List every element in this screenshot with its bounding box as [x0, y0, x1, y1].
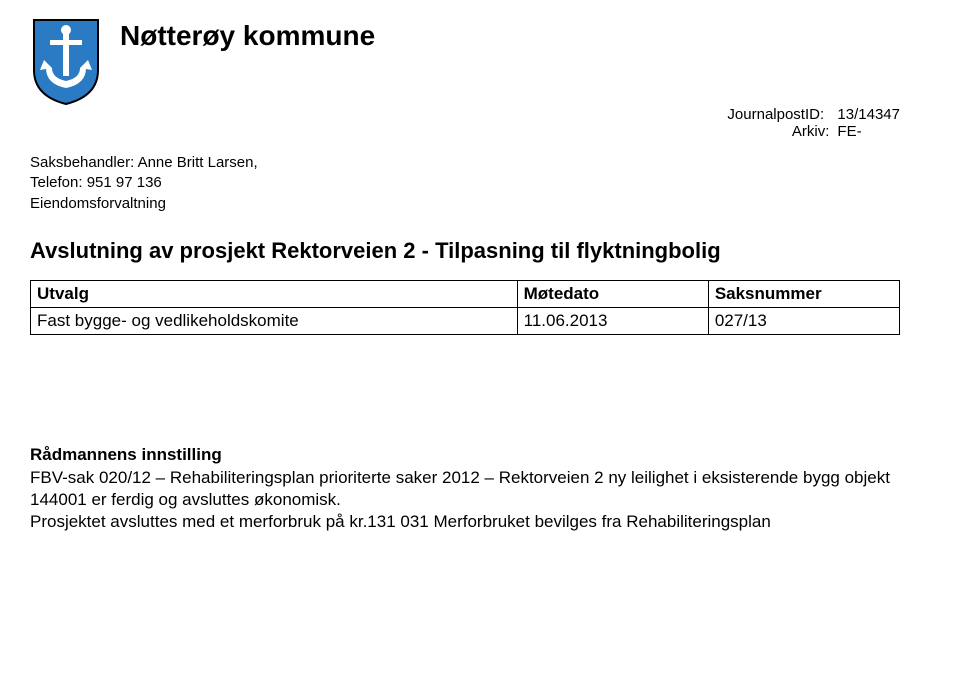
cell-motedato: 11.06.2013 — [517, 307, 708, 334]
cell-saksnummer: 027/13 — [708, 307, 899, 334]
municipality-title: Nøtterøy kommune — [120, 20, 375, 52]
col-header-utvalg: Utvalg — [31, 280, 518, 307]
case-title: Avslutning av prosjekt Rektorveien 2 - T… — [30, 238, 900, 264]
journalpost-label: JournalpostID: — [727, 106, 837, 123]
col-header-motedato: Møtedato — [517, 280, 708, 307]
document-header: Nøtterøy kommune — [30, 18, 900, 111]
municipality-crest-icon — [30, 18, 102, 111]
col-header-saksnummer: Saksnummer — [708, 280, 899, 307]
cell-utvalg: Fast bygge- og vedlikeholdskomite — [31, 307, 518, 334]
meeting-table: Utvalg Møtedato Saksnummer Fast bygge- o… — [30, 280, 900, 335]
case-handler-dept: Eiendomsforvaltning — [30, 194, 900, 214]
case-handler-block: Saksbehandler: Anne Britt Larsen, Telefo… — [30, 153, 900, 214]
arkiv-value: FE- — [837, 123, 861, 140]
case-handler-phone: Telefon: 951 97 136 — [30, 173, 900, 193]
recommendation-body: FBV-sak 020/12 – Rehabiliteringsplan pri… — [30, 467, 900, 533]
journalpost-value: 13/14347 — [837, 106, 900, 123]
table-row: Fast bygge- og vedlikeholdskomite 11.06.… — [31, 307, 900, 334]
document-metadata: JournalpostID: 13/14347 Arkiv: FE- — [727, 106, 900, 140]
case-handler-name: Saksbehandler: Anne Britt Larsen, — [30, 153, 900, 173]
table-header-row: Utvalg Møtedato Saksnummer — [31, 280, 900, 307]
recommendation-heading: Rådmannens innstilling — [30, 445, 900, 465]
arkiv-label: Arkiv: — [727, 123, 837, 140]
